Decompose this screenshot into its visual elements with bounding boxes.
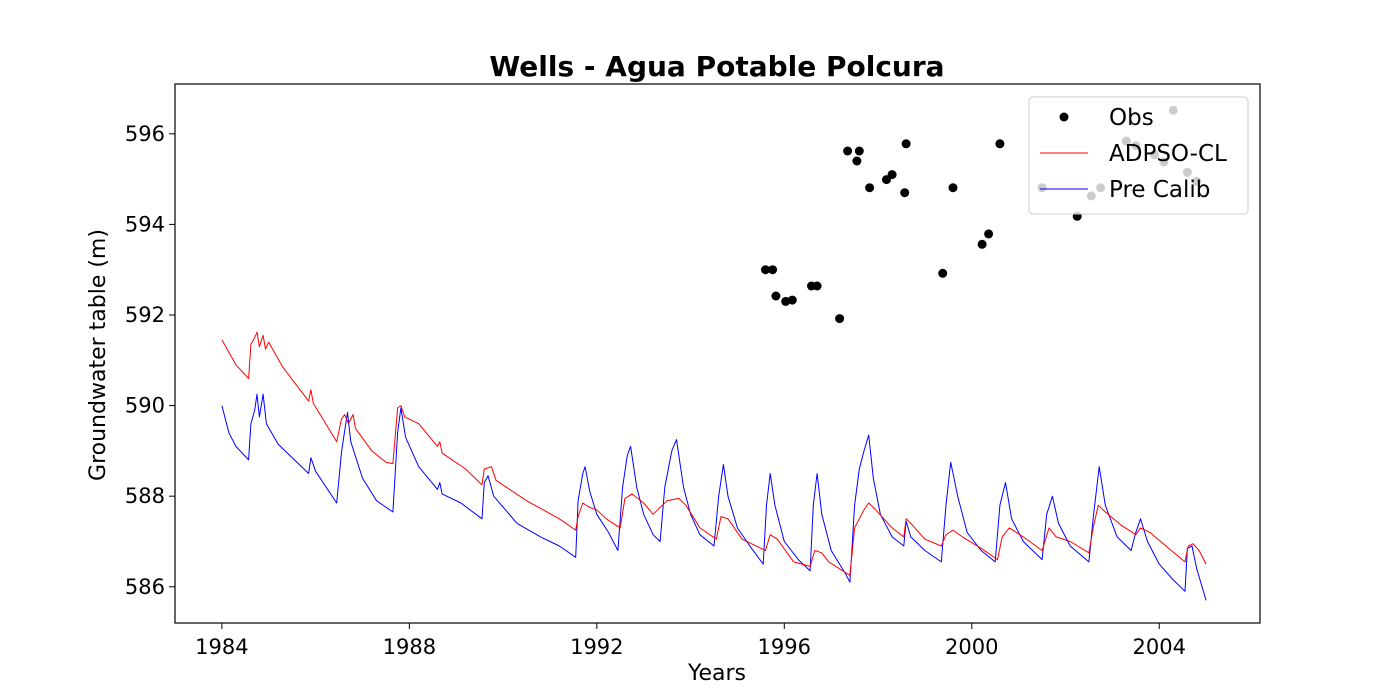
y-tick-label: 588 bbox=[125, 484, 165, 508]
y-tick-label: 592 bbox=[125, 303, 165, 327]
y-tick-label: 596 bbox=[125, 122, 165, 146]
x-tick-label: 1992 bbox=[570, 635, 623, 659]
y-tick-label: 590 bbox=[125, 394, 165, 418]
obs-point bbox=[938, 268, 948, 278]
obs-point bbox=[787, 295, 797, 305]
obs-point bbox=[761, 265, 770, 275]
obs-point bbox=[984, 229, 994, 239]
obs-point bbox=[854, 146, 864, 156]
obs-point bbox=[843, 146, 853, 156]
obs-point bbox=[977, 239, 987, 249]
obs-point bbox=[900, 188, 910, 198]
plot-frame bbox=[174, 83, 1261, 624]
obs-point bbox=[901, 139, 911, 149]
obs-point bbox=[852, 156, 862, 166]
y-axis-ticks: 586 588 590 592 594 596 bbox=[125, 122, 175, 599]
obs-point bbox=[865, 183, 875, 193]
series-line-pre-calib bbox=[221, 393, 1207, 601]
x-tick-label: 2000 bbox=[945, 635, 998, 659]
x-axis-label: Years bbox=[687, 661, 746, 686]
legend-label-obs: Obs bbox=[1109, 105, 1154, 131]
x-tick-label: 1996 bbox=[758, 635, 811, 659]
legend-label-pre-calib: Pre Calib bbox=[1109, 177, 1210, 203]
series-line-adpso-cl bbox=[221, 331, 1207, 576]
obs-point bbox=[771, 291, 781, 301]
y-tick-label: 594 bbox=[125, 212, 165, 236]
obs-point bbox=[768, 265, 778, 275]
x-tick-label: 1988 bbox=[383, 635, 436, 659]
legend-box bbox=[1028, 96, 1249, 215]
obs-point bbox=[835, 314, 845, 324]
x-tick-label: 2004 bbox=[1133, 635, 1186, 659]
legend: Obs ADPSO-CL Pre Calib bbox=[1028, 96, 1249, 215]
x-tick-label: 1984 bbox=[195, 635, 248, 659]
y-axis-label: Groundwater table (m) bbox=[86, 229, 111, 481]
obs-point bbox=[948, 183, 958, 193]
obs-point bbox=[887, 170, 897, 180]
legend-label-adpso-cl: ADPSO-CL bbox=[1109, 141, 1227, 167]
chart-title: Wells - Agua Potable Polcura bbox=[489, 50, 944, 83]
obs-point bbox=[995, 139, 1005, 149]
obs-point bbox=[812, 281, 822, 291]
y-tick-label: 586 bbox=[125, 575, 165, 599]
x-axis-ticks: 1984 1988 1992 1996 2000 2004 bbox=[195, 623, 1186, 659]
legend-marker-obs bbox=[1059, 112, 1069, 122]
